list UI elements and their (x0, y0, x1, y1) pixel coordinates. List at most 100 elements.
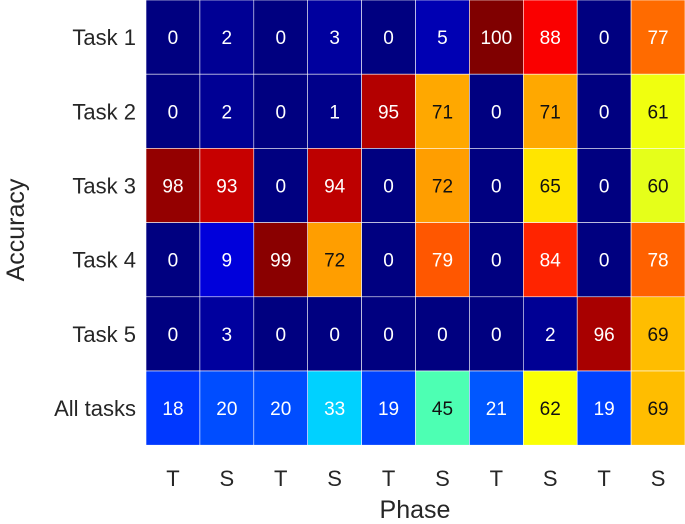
heatmap-cell-r2-c9 (576, 73, 632, 149)
heatmap-cell-r4-c9 (576, 222, 632, 298)
cell-value-label: 88 (540, 28, 561, 49)
heatmap-cell-r1-c5 (361, 0, 416, 75)
cell-value-label: 20 (216, 399, 237, 420)
row-label: Task 2 (72, 99, 136, 124)
heatmap-cell-r2-c10 (630, 73, 685, 149)
cell-value-label: 2 (545, 325, 556, 346)
cell-value-label: 2 (222, 102, 233, 123)
cell-value-label: 0 (168, 325, 179, 346)
cell-value-label: 21 (486, 399, 507, 420)
cell-value-label: 62 (540, 399, 561, 420)
cell-value-label: 3 (222, 325, 233, 346)
cell-value-label: 79 (432, 251, 453, 272)
heatmap-cell-r2-c1 (145, 73, 201, 149)
cell-value-label: 0 (491, 102, 502, 123)
cell-value-label: 0 (275, 177, 286, 198)
cell-value-label: 20 (270, 399, 291, 420)
heatmap-cell-r6-c9 (576, 370, 632, 446)
heatmap-cell-r1-c3 (253, 0, 309, 75)
cell-value-label: 0 (329, 325, 340, 346)
heatmap-cell-r6-c7 (469, 370, 524, 446)
cell-value-label: 65 (540, 177, 561, 198)
heatmap-cell-r5-c9 (576, 296, 632, 372)
y-axis-title: Accuracy (2, 178, 30, 281)
heatmap-cell-r3-c6 (415, 148, 470, 223)
column-tick-label: T (274, 466, 287, 491)
heatmap-cell-r5-c5 (361, 296, 416, 372)
cell-value-label: 0 (599, 28, 610, 49)
cell-value-label: 100 (480, 28, 512, 49)
heatmap-cell-r1-c7 (469, 0, 524, 75)
row-label: All tasks (54, 396, 136, 421)
heatmap-cell-r4-c1 (145, 222, 201, 298)
column-tick-label: S (327, 466, 342, 491)
cell-value-label: 0 (599, 102, 610, 123)
column-tick-label: T (490, 466, 503, 491)
heatmap-cell-r2-c3 (253, 73, 309, 149)
heatmap-cell-r1-c6 (415, 0, 470, 75)
heatmap-cell-r4-c7 (469, 222, 524, 298)
cell-value-label: 0 (168, 102, 179, 123)
cell-value-label: 0 (275, 28, 286, 49)
heatmap-cell-r1-c8 (522, 0, 578, 75)
heatmap-cell-r1-c4 (307, 0, 362, 75)
cell-value-label: 0 (383, 325, 394, 346)
row-label: Task 5 (72, 322, 136, 347)
cell-value-label: 0 (168, 28, 179, 49)
heatmap-cell-r4-c6 (415, 222, 470, 298)
cell-value-label: 77 (647, 28, 668, 49)
heatmap-cell-r4-c2 (199, 222, 255, 298)
cell-value-label: 0 (168, 251, 179, 272)
cell-value-label: 0 (275, 102, 286, 123)
cell-value-label: 94 (324, 177, 346, 198)
heatmap-cell-r2-c5 (361, 73, 416, 149)
heatmap-cell-r6-c4 (307, 370, 362, 446)
heatmap-cell-r6-c2 (199, 370, 255, 446)
column-tick-label: T (166, 466, 179, 491)
row-label: Task 3 (72, 174, 136, 199)
heatmap-cell-r3-c8 (522, 148, 578, 223)
heatmap-cell-r3-c10 (630, 148, 685, 223)
cell-value-label: 19 (594, 399, 615, 420)
row-label: Task 4 (72, 248, 136, 273)
column-tick-label: T (382, 466, 395, 491)
column-tick-label: T (597, 466, 610, 491)
heatmap-cell-r2-c2 (199, 73, 255, 149)
cell-value-label: 0 (275, 325, 286, 346)
cell-value-label: 19 (378, 399, 399, 420)
cell-value-label: 95 (378, 102, 399, 123)
cell-value-label: 0 (383, 177, 394, 198)
heatmap-cell-r1-c1 (145, 0, 201, 75)
cell-value-label: 0 (599, 251, 610, 272)
heatmap-cell-r3-c5 (361, 148, 416, 223)
cell-value-label: 98 (162, 177, 183, 198)
x-axis-title: Phase (380, 496, 451, 524)
heatmap-cell-r6-c8 (522, 370, 578, 446)
heatmap-cell-r3-c7 (469, 148, 524, 223)
column-tick-label: S (435, 466, 450, 491)
cell-value-label: 71 (540, 102, 561, 123)
cell-value-label: 1 (329, 102, 340, 123)
cell-value-label: 72 (324, 251, 345, 272)
cell-value-label: 84 (540, 251, 562, 272)
cell-value-label: 61 (647, 102, 668, 123)
heatmap-cell-r4-c8 (522, 222, 578, 298)
heatmap-cell-r3-c9 (576, 148, 632, 223)
cell-value-label: 18 (162, 399, 183, 420)
row-label: Task 1 (72, 25, 136, 50)
row-labels: Task 1 Task 2 Task 3 Task 4 Task 5 All tasks (54, 25, 136, 421)
cell-value-label: 3 (329, 28, 340, 49)
cell-value-label: 33 (324, 399, 345, 420)
column-tick-label: S (651, 466, 666, 491)
heatmap-cell-r6-c6 (415, 370, 470, 446)
cell-value-label: 69 (647, 325, 668, 346)
column-tick-label: S (543, 466, 558, 491)
heatmap-cell-r1-c10 (630, 0, 685, 75)
cell-value-label: 9 (222, 251, 233, 272)
cell-value-label: 60 (647, 177, 668, 198)
heatmap-cell-r2-c6 (415, 73, 470, 149)
heatmap-cell-r1-c9 (576, 0, 632, 75)
